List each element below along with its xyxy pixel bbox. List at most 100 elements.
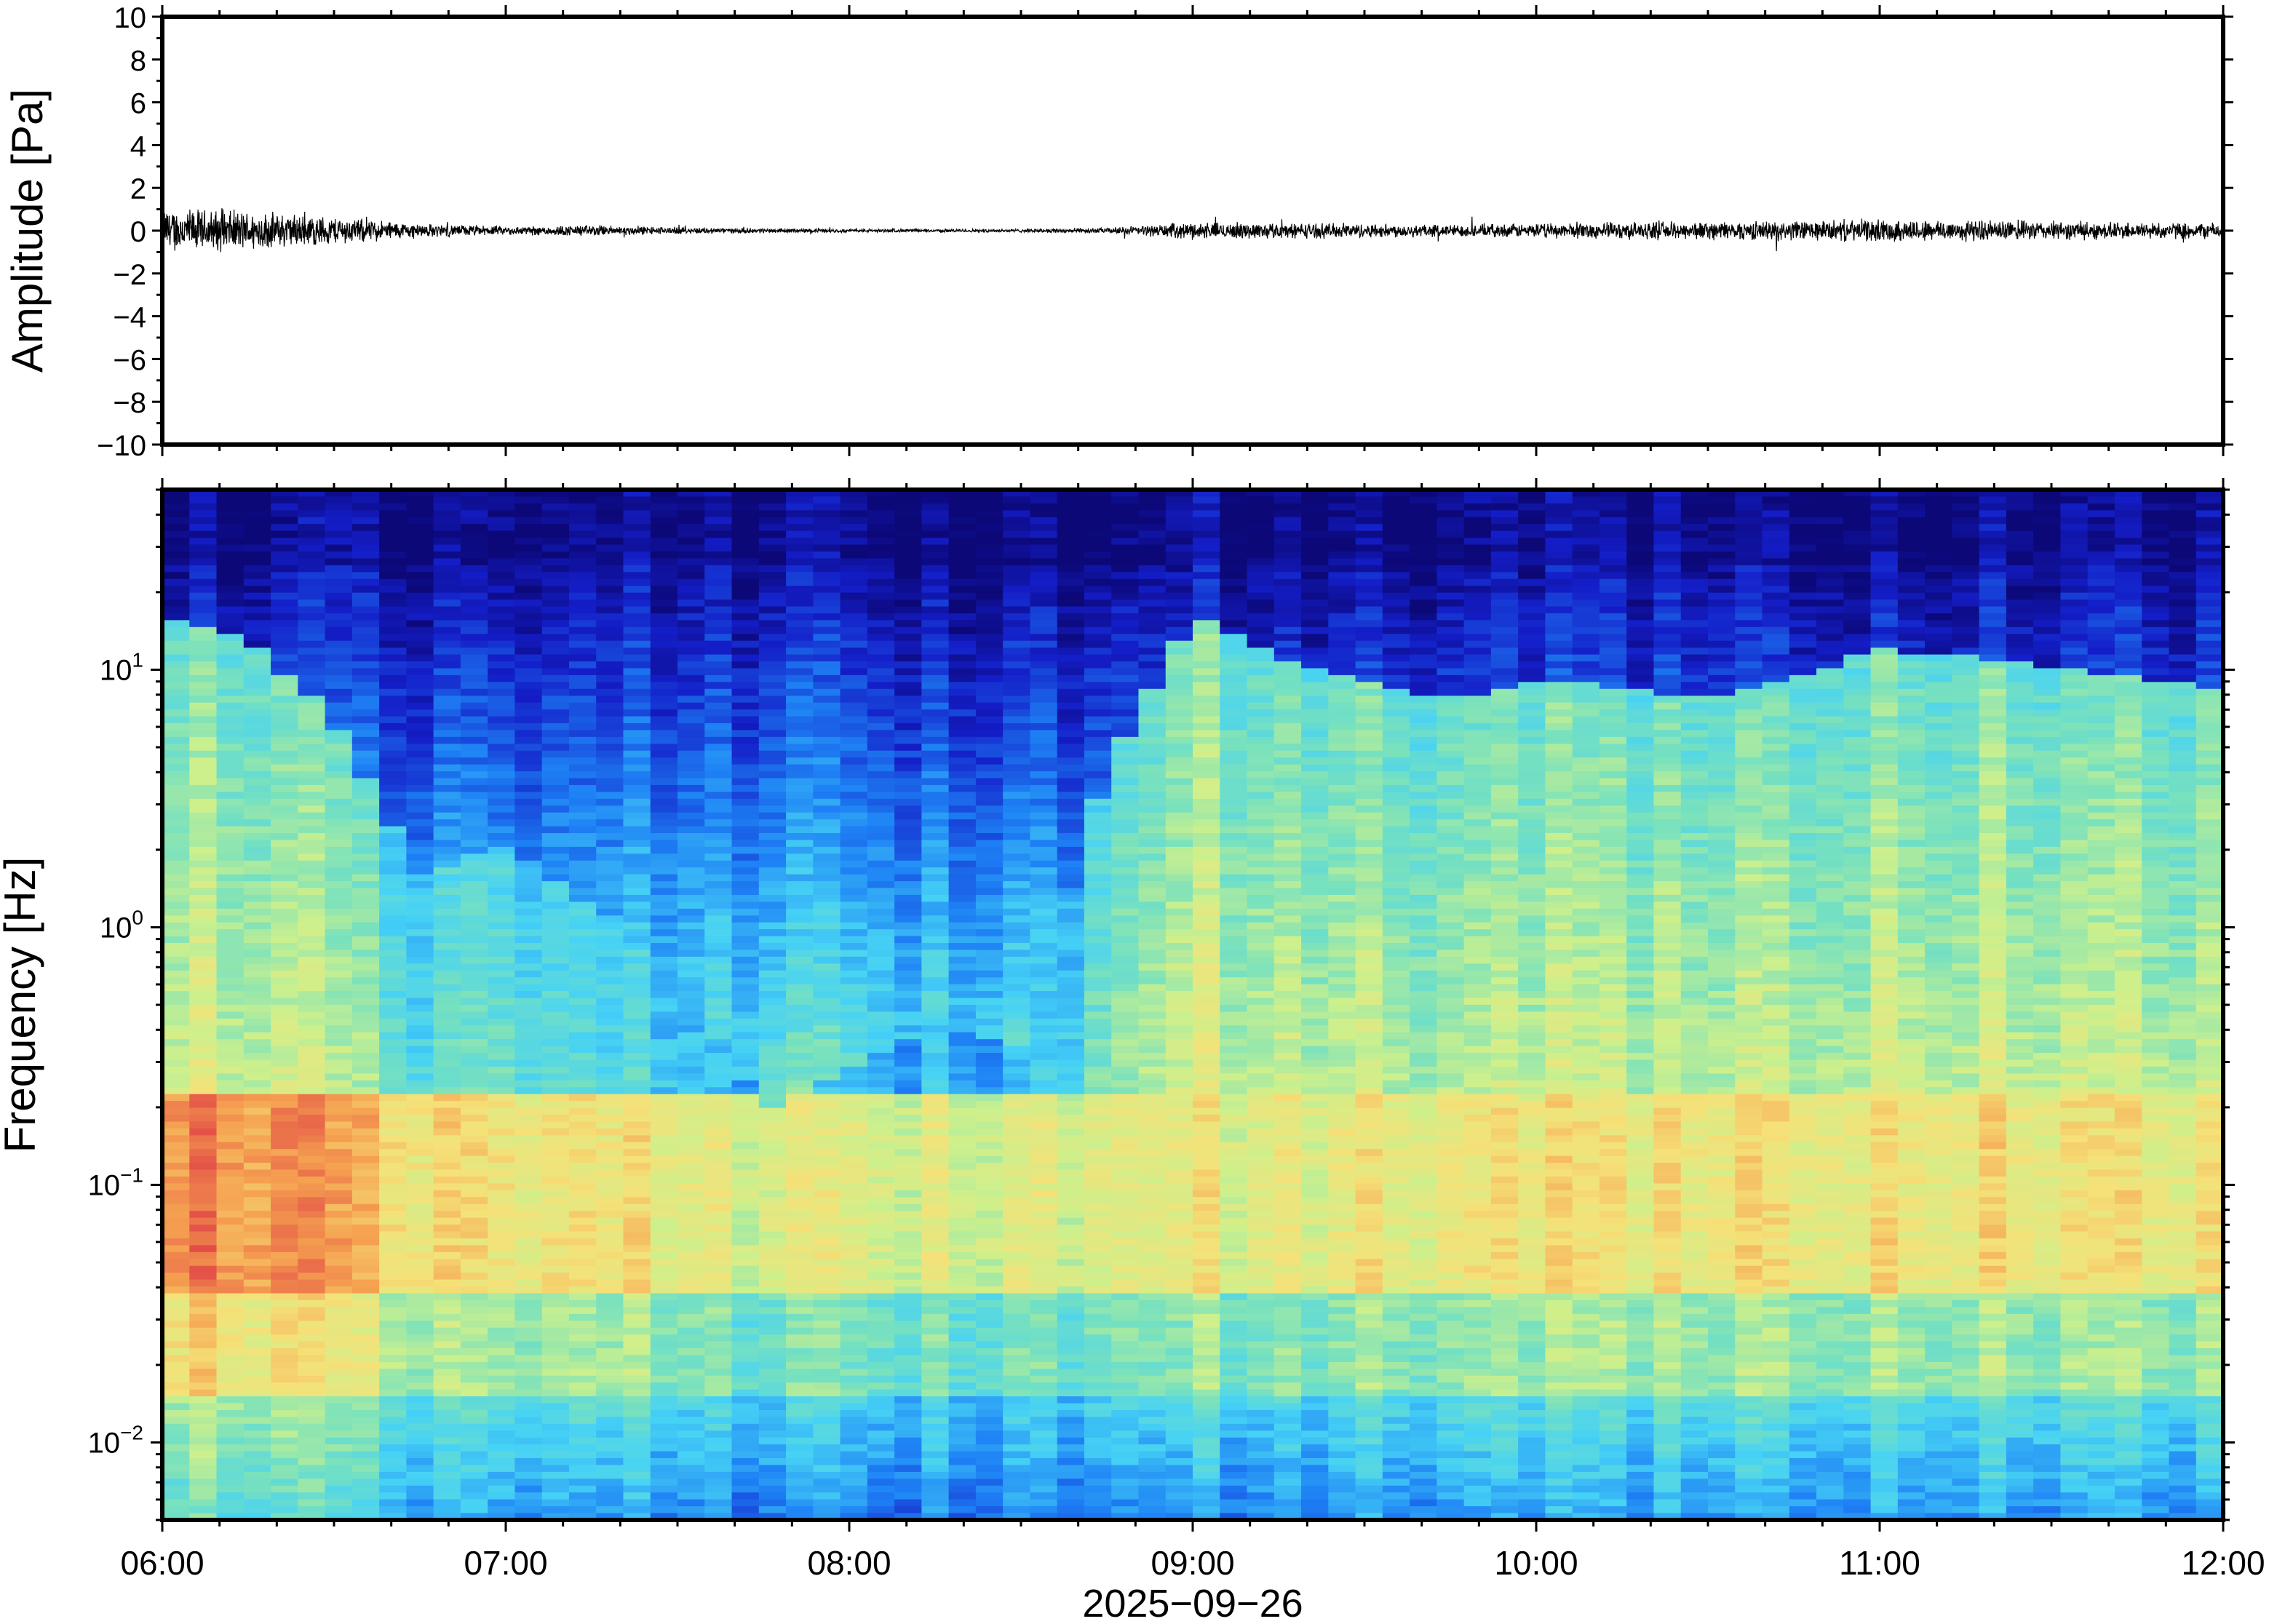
spectrogram-cell bbox=[162, 936, 191, 944]
spectrogram-cell bbox=[867, 888, 895, 896]
spectrogram-cell bbox=[948, 640, 977, 648]
spectrogram-cell bbox=[813, 709, 841, 717]
spectrogram-cell bbox=[325, 853, 353, 861]
spectrogram-cell bbox=[650, 998, 678, 1006]
spectrogram-cell bbox=[948, 771, 977, 779]
spectrogram-cell bbox=[1030, 606, 1058, 614]
spectrogram-cell bbox=[921, 572, 950, 580]
spectrogram-cell bbox=[243, 798, 271, 807]
spectrogram-cell bbox=[948, 1321, 977, 1329]
spectrogram-cell bbox=[704, 1355, 733, 1363]
spectrogram-cell bbox=[433, 1321, 461, 1329]
spectrogram-cell bbox=[758, 496, 787, 504]
spectrogram-cell bbox=[840, 1313, 868, 1322]
spectrogram-cell bbox=[758, 1107, 787, 1115]
spectrogram-cell bbox=[921, 558, 950, 566]
spectrogram-cell bbox=[623, 991, 651, 999]
spectrogram-cell bbox=[677, 1334, 706, 1342]
spectrogram-cell bbox=[921, 1327, 950, 1335]
spectrogram-cell bbox=[677, 1389, 706, 1397]
spectrogram-cell bbox=[541, 1087, 570, 1095]
spectrogram-cell bbox=[813, 757, 841, 765]
spectrogram-cell bbox=[433, 1403, 461, 1411]
spectrogram-cell bbox=[921, 1115, 950, 1123]
spectrogram-cell bbox=[271, 908, 299, 917]
spectrogram-cell bbox=[1003, 833, 1031, 841]
spectrogram-cell bbox=[271, 1039, 299, 1047]
spectrogram-cell bbox=[351, 1389, 380, 1397]
spectrogram-cell bbox=[786, 1485, 814, 1494]
spectrogram-cell bbox=[488, 1389, 516, 1397]
spectrogram-cell bbox=[840, 517, 868, 525]
spectrogram-cell bbox=[758, 963, 787, 971]
spectrogram-cell bbox=[650, 846, 678, 855]
spectrogram-cell bbox=[650, 1211, 678, 1219]
spectrogram-cell bbox=[1003, 1059, 1031, 1067]
spectrogram-cell bbox=[921, 819, 950, 827]
spectrogram-cell bbox=[541, 1437, 570, 1445]
spectrogram-cell bbox=[867, 634, 895, 642]
spectrogram-cell bbox=[813, 1203, 841, 1211]
spectrogram-cell bbox=[840, 654, 868, 662]
spectrogram-cell bbox=[406, 833, 434, 841]
spectrogram-cell bbox=[271, 950, 299, 958]
spectrogram-cell bbox=[271, 1217, 299, 1225]
spectrogram-cell bbox=[948, 1005, 977, 1013]
spectrogram-cell bbox=[379, 1177, 408, 1185]
spectrogram-cell bbox=[541, 530, 570, 538]
spectrogram-cell bbox=[406, 716, 434, 724]
spectrogram-cell bbox=[677, 1025, 706, 1033]
spectrogram-cell bbox=[1030, 894, 1058, 903]
spectrogram-cell bbox=[731, 812, 760, 820]
spectrogram-cell bbox=[243, 1478, 271, 1486]
spectrogram-cell bbox=[921, 1444, 950, 1452]
spectrogram-cell bbox=[623, 1073, 651, 1081]
spectrogram-cell bbox=[1030, 764, 1058, 772]
spectrogram-cell bbox=[325, 1066, 353, 1075]
spectrogram-cell bbox=[948, 1107, 977, 1115]
spectrogram-cell bbox=[243, 586, 271, 594]
spectrogram-cell bbox=[460, 970, 488, 979]
spectrogram-cell bbox=[162, 1348, 191, 1356]
spectrogram-cell bbox=[460, 1499, 488, 1507]
spectrogram-cell bbox=[433, 950, 461, 958]
spectrogram-cell bbox=[758, 702, 787, 710]
spectrogram-cell bbox=[189, 1334, 218, 1342]
spectrogram-cell bbox=[596, 1313, 624, 1322]
spectrogram-cell bbox=[325, 682, 353, 690]
spectrogram-cell bbox=[975, 943, 1004, 951]
spectrogram-cell bbox=[216, 1107, 245, 1115]
spectrogram-cell bbox=[1003, 1458, 1031, 1466]
spectrogram-cell bbox=[596, 1087, 624, 1095]
spectrogram-cell bbox=[758, 1203, 787, 1211]
spectrogram-cell bbox=[758, 1163, 787, 1171]
spectrogram-cell bbox=[731, 833, 760, 841]
spectrogram-cell bbox=[975, 592, 1004, 600]
spectrogram-cell bbox=[568, 1087, 597, 1095]
spectrogram-cell bbox=[894, 1203, 923, 1211]
spectrogram-cell bbox=[1003, 1225, 1031, 1233]
spectrogram-cell bbox=[813, 1190, 841, 1198]
spectrogram-cell bbox=[541, 1142, 570, 1150]
spectrogram-cell bbox=[189, 1478, 218, 1486]
spectrogram-cell bbox=[460, 826, 488, 834]
spectrogram-cell bbox=[351, 881, 380, 889]
spectrogram-cell bbox=[298, 709, 326, 717]
spectrogram-cell bbox=[216, 1251, 245, 1260]
spectrogram-cell bbox=[975, 977, 1004, 985]
spectrogram-cell bbox=[623, 682, 651, 690]
spectrogram-cell bbox=[1003, 922, 1031, 930]
spectrogram-cell bbox=[921, 1251, 950, 1260]
spectrogram-cell bbox=[867, 1299, 895, 1308]
spectrogram-cell bbox=[433, 578, 461, 586]
spectrogram-cell bbox=[813, 998, 841, 1006]
spectrogram-cell bbox=[650, 565, 678, 573]
spectrogram-cell bbox=[840, 771, 868, 779]
spectrogram-cell bbox=[189, 1389, 218, 1397]
spectrogram-cell bbox=[433, 1149, 461, 1157]
spectrogram-cell bbox=[786, 1313, 814, 1322]
spectrogram-cell bbox=[758, 620, 787, 628]
spectrogram-cell bbox=[460, 1251, 488, 1260]
spectrogram-cell bbox=[677, 1183, 706, 1191]
spectrogram-cell bbox=[568, 1369, 597, 1377]
